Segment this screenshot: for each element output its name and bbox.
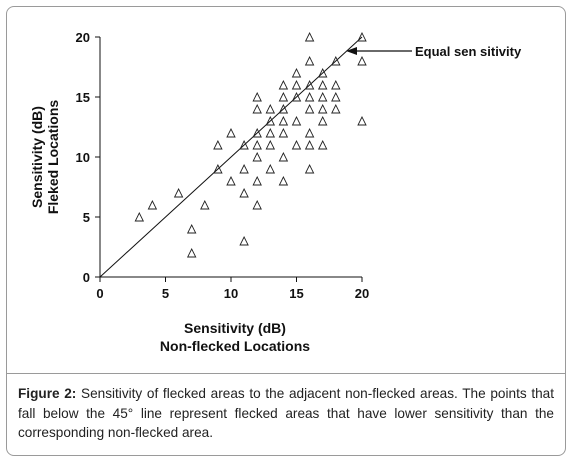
y-axis-title-line-2: Fleked Locations <box>45 100 61 215</box>
data-point <box>278 103 289 114</box>
data-point <box>147 199 158 210</box>
y-tick-label: 10 <box>76 150 90 165</box>
data-point <box>265 127 276 138</box>
data-point <box>317 115 328 126</box>
data-point <box>278 151 289 162</box>
data-point <box>304 139 315 150</box>
x-tick-label: 20 <box>355 286 369 301</box>
data-point <box>252 175 262 186</box>
figure-caption: Figure 2: Sensitivity of flecked areas t… <box>18 384 554 443</box>
data-point <box>239 163 249 174</box>
data-point <box>186 223 197 234</box>
data-point <box>265 103 276 114</box>
data-point <box>278 175 289 186</box>
x-tick-label: 0 <box>96 286 103 301</box>
data-point <box>252 127 262 138</box>
caption-divider <box>6 373 566 374</box>
data-point <box>265 115 276 126</box>
data-point <box>252 151 262 162</box>
data-point <box>304 103 315 114</box>
data-point <box>173 187 184 198</box>
data-point <box>252 199 262 210</box>
data-point <box>239 235 249 246</box>
data-point <box>317 67 328 78</box>
data-point <box>265 139 276 150</box>
data-point <box>239 139 249 150</box>
data-point <box>304 31 315 42</box>
data-point <box>304 127 315 138</box>
data-point <box>357 55 367 66</box>
y-tick-label: 15 <box>76 90 90 105</box>
x-axis-title-line-2: Non-flecked Locations <box>160 338 310 354</box>
data-point <box>317 103 328 114</box>
annotation-label: Equal sen sitivity <box>415 44 522 59</box>
data-point <box>304 79 315 90</box>
data-point <box>252 139 262 150</box>
data-point <box>291 67 302 78</box>
data-point <box>213 163 223 174</box>
data-point <box>331 91 341 102</box>
caption-label: Figure 2: <box>18 386 77 401</box>
data-point <box>357 31 367 42</box>
data-point <box>331 55 341 66</box>
data-point <box>331 79 341 90</box>
data-point <box>357 115 367 126</box>
data-point <box>200 199 210 210</box>
y-axis-title-line-1: Sensitivity (dB) <box>29 106 45 208</box>
x-axis-title-line-1: Sensitivity (dB) <box>184 320 286 336</box>
data-point <box>239 187 249 198</box>
data-point <box>317 91 328 102</box>
data-point <box>317 139 328 150</box>
figure-frame <box>6 6 566 456</box>
data-point <box>226 127 236 138</box>
data-point <box>186 247 197 258</box>
data-point <box>226 175 236 186</box>
y-tick-label: 0 <box>83 270 90 285</box>
data-point <box>291 79 302 90</box>
y-tick-label: 5 <box>83 210 90 225</box>
data-point <box>304 91 315 102</box>
annotation-arrowhead <box>346 47 357 55</box>
data-point <box>278 127 289 138</box>
data-point <box>252 103 262 114</box>
data-point <box>304 55 315 66</box>
x-tick-label: 10 <box>224 286 238 301</box>
data-point <box>278 91 289 102</box>
data-point <box>265 163 276 174</box>
equal-sensitivity-line <box>99 36 363 278</box>
data-point <box>134 211 145 222</box>
data-point <box>291 91 302 102</box>
y-tick-label: 20 <box>76 30 90 45</box>
data-point <box>278 115 289 126</box>
data-point <box>291 115 302 126</box>
caption-text: Sensitivity of flecked areas to the adja… <box>18 386 555 440</box>
data-point <box>278 79 289 90</box>
data-point <box>304 163 315 174</box>
data-point <box>331 103 341 114</box>
x-tick-label: 15 <box>289 286 303 301</box>
data-point <box>213 139 223 150</box>
x-tick-label: 5 <box>162 286 169 301</box>
data-point <box>252 91 262 102</box>
data-point <box>291 139 302 150</box>
data-point <box>317 79 328 90</box>
scatter-chart: 0 5 10 15 20 0 5 10 15 20 Equal sen sitivity Sensit… <box>29 30 522 354</box>
